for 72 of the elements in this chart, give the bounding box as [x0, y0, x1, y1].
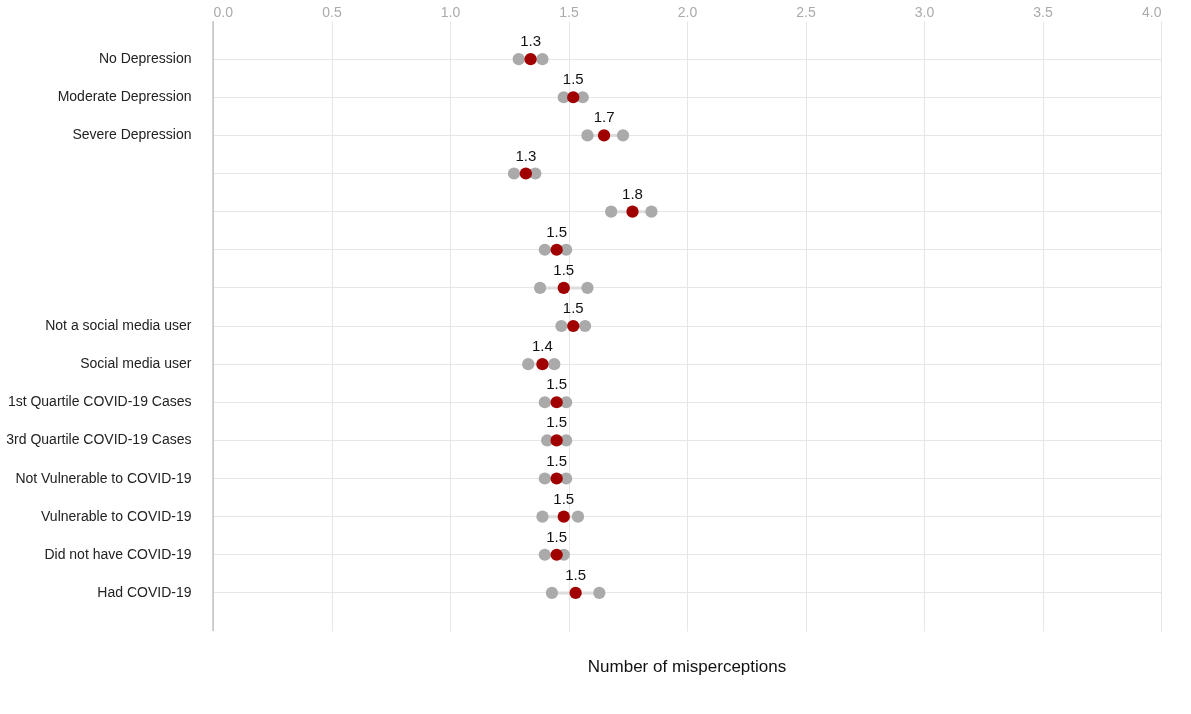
y-tick-label: Had COVID-19 — [97, 583, 192, 600]
y-tick-label: Vulnerable to COVID-19 — [41, 507, 192, 524]
point — [626, 205, 639, 218]
x-tick-label: 4.0 — [1142, 3, 1162, 20]
data-label: 1.8 — [622, 184, 643, 202]
point — [567, 91, 580, 104]
y-tick-label: Did not have COVID-19 — [44, 545, 192, 562]
x-tick-label: 3.0 — [914, 3, 935, 20]
data-label: 1.5 — [546, 413, 568, 431]
x-tick-label: 0.0 — [213, 3, 234, 20]
data-label: 1.5 — [553, 260, 575, 278]
x-tick-label: 3.5 — [1033, 3, 1053, 20]
y-tick-label: 3rd Quartile COVID-19 Cases — [6, 431, 192, 448]
y-tick-label: Moderate Depression — [57, 88, 192, 105]
point — [536, 510, 549, 523]
point — [519, 167, 532, 180]
point — [550, 548, 563, 561]
x-tick-label: 1.0 — [440, 3, 461, 20]
data-label: 1.5 — [565, 565, 587, 583]
point — [538, 243, 551, 256]
point — [550, 434, 563, 447]
x-axis-title: Number of misperceptions — [587, 657, 787, 676]
point — [569, 586, 582, 599]
point — [545, 586, 559, 599]
point — [538, 472, 551, 485]
x-tick-label: 1.5 — [559, 3, 579, 20]
data-label: 1.5 — [562, 70, 584, 88]
x-tick-label: 2.5 — [796, 3, 816, 20]
point — [524, 53, 537, 66]
data-label: 1.4 — [532, 337, 553, 355]
data-label: 1.5 — [546, 222, 568, 240]
point — [581, 129, 594, 142]
point — [538, 396, 551, 409]
point — [567, 319, 580, 333]
point — [507, 167, 521, 180]
point — [597, 129, 611, 142]
y-tick-label: 1st Quartile COVID-19 Cases — [7, 393, 192, 410]
data-label: 1.3 — [520, 32, 542, 50]
point — [555, 319, 568, 333]
point — [512, 53, 525, 66]
data-label: 1.5 — [546, 375, 568, 393]
point — [538, 548, 551, 561]
point — [557, 510, 570, 523]
point — [616, 129, 630, 142]
point — [550, 243, 563, 256]
point — [581, 281, 594, 294]
point — [605, 205, 618, 218]
y-tick-label: Severe Depression — [72, 126, 192, 143]
point — [550, 472, 563, 485]
point — [548, 358, 561, 371]
x-tick-label: 2.0 — [677, 3, 698, 20]
point — [571, 510, 585, 523]
point — [522, 358, 535, 371]
data-label: 1.5 — [553, 489, 575, 507]
point — [536, 358, 549, 371]
point — [593, 586, 606, 599]
point — [557, 281, 570, 294]
y-tick-label: No Depression — [98, 50, 192, 67]
y-tick-label: Not Vulnerable to COVID-19 — [15, 469, 192, 486]
point — [578, 319, 592, 333]
y-tick-label: Social media user — [80, 355, 192, 372]
point — [645, 205, 658, 218]
data-label: 1.7 — [593, 108, 615, 126]
data-label: 1.5 — [546, 527, 568, 545]
point — [550, 396, 563, 409]
point — [533, 281, 547, 294]
x-tick-label: 0.5 — [322, 3, 342, 20]
y-tick-label: Not a social media user — [45, 317, 192, 333]
data-label: 1.5 — [562, 299, 584, 316]
data-label: 1.3 — [515, 146, 537, 164]
point — [536, 53, 549, 66]
data-label: 1.5 — [546, 451, 568, 469]
